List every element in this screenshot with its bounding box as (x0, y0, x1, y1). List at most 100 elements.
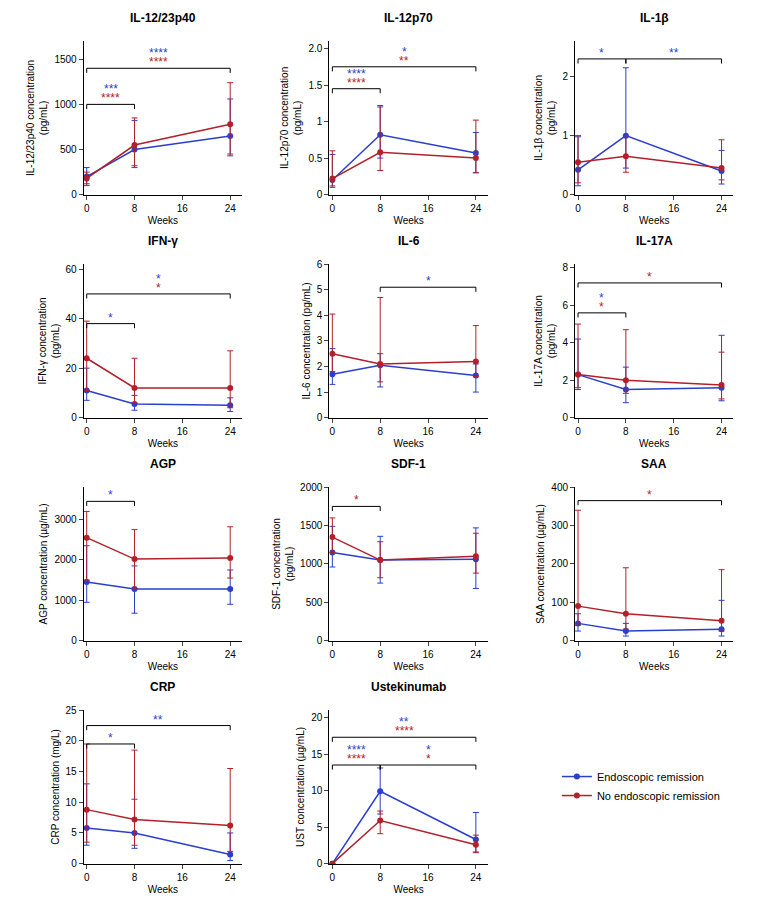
svg-text:IL-6: IL-6 (398, 234, 420, 248)
svg-text:24: 24 (225, 203, 237, 214)
svg-text:0: 0 (330, 203, 336, 214)
svg-text:*: * (156, 281, 161, 295)
svg-text:IL-17A concentration(pg/mL): IL-17A concentration(pg/mL) (533, 295, 557, 387)
svg-text:24: 24 (470, 872, 482, 883)
svg-text:100: 100 (551, 597, 568, 608)
svg-text:1000: 1000 (54, 595, 77, 606)
svg-text:20: 20 (66, 363, 78, 374)
svg-text:IL-1β concentration(pg/mL): IL-1β concentration(pg/mL) (533, 75, 557, 161)
svg-text:AGP: AGP (150, 457, 176, 471)
svg-text:IL-17A: IL-17A (636, 234, 673, 248)
svg-text:0.5: 0.5 (308, 153, 322, 164)
svg-text:0: 0 (71, 635, 77, 646)
svg-text:0: 0 (317, 189, 323, 200)
svg-text:****: **** (395, 724, 414, 738)
svg-text:Weeks: Weeks (639, 215, 669, 226)
svg-text:8: 8 (623, 426, 629, 437)
svg-text:5: 5 (317, 284, 323, 295)
svg-text:0: 0 (317, 412, 323, 423)
svg-text:24: 24 (716, 649, 728, 660)
svg-text:16: 16 (177, 872, 189, 883)
svg-text:Weeks: Weeks (639, 438, 669, 449)
svg-text:Weeks: Weeks (148, 438, 178, 449)
svg-text:****: **** (149, 46, 168, 60)
svg-text:500: 500 (306, 597, 323, 608)
svg-text:UST concentration (µg/mL): UST concentration (µg/mL) (295, 727, 306, 847)
svg-text:400: 400 (551, 482, 568, 493)
svg-text:2: 2 (317, 361, 323, 372)
svg-text:8: 8 (132, 426, 138, 437)
svg-text:8: 8 (132, 649, 138, 660)
svg-text:0: 0 (562, 189, 568, 200)
svg-text:5: 5 (71, 827, 77, 838)
svg-text:8: 8 (132, 203, 138, 214)
svg-text:0: 0 (317, 858, 323, 869)
svg-text:8: 8 (377, 649, 383, 660)
svg-text:16: 16 (422, 649, 434, 660)
svg-text:0: 0 (71, 189, 77, 200)
svg-text:0: 0 (71, 412, 77, 423)
svg-text:*: * (156, 272, 161, 286)
svg-text:Weeks: Weeks (393, 215, 423, 226)
svg-text:*: * (108, 311, 113, 325)
svg-text:6: 6 (562, 300, 568, 311)
svg-text:*: * (426, 752, 431, 766)
svg-text:0: 0 (562, 635, 568, 646)
svg-text:15: 15 (66, 766, 78, 777)
svg-text:****: **** (347, 76, 366, 90)
svg-text:SAA concentration (µg/mL): SAA concentration (µg/mL) (535, 504, 546, 624)
svg-text:IL-12/23p40 concentration(pg/m: IL-12/23p40 concentration(pg/mL) (25, 60, 49, 176)
svg-text:24: 24 (225, 872, 237, 883)
svg-text:CRP concentration (mg/L): CRP concentration (mg/L) (50, 729, 61, 844)
svg-text:*: * (647, 270, 652, 284)
svg-text:1500: 1500 (300, 520, 323, 531)
svg-text:4: 4 (562, 337, 568, 348)
svg-text:0: 0 (330, 649, 336, 660)
svg-text:8: 8 (377, 872, 383, 883)
svg-text:0: 0 (562, 412, 568, 423)
svg-text:Weeks: Weeks (393, 438, 423, 449)
svg-text:8: 8 (377, 426, 383, 437)
svg-text:0: 0 (317, 635, 323, 646)
svg-text:IL-12p70 concentration(pg/mL): IL-12p70 concentration(pg/mL) (279, 67, 303, 169)
svg-text:**: ** (153, 713, 163, 727)
svg-text:0: 0 (84, 203, 90, 214)
svg-text:Endoscopic remission: Endoscopic remission (597, 771, 704, 783)
svg-text:0: 0 (575, 426, 581, 437)
svg-text:*: * (599, 291, 604, 305)
svg-text:*: * (108, 731, 113, 745)
svg-text:**: ** (399, 54, 409, 68)
svg-text:10: 10 (66, 797, 78, 808)
svg-text:16: 16 (422, 203, 434, 214)
svg-text:1000: 1000 (300, 558, 323, 569)
svg-text:0: 0 (575, 649, 581, 660)
svg-text:****: **** (149, 55, 168, 69)
svg-text:24: 24 (716, 426, 728, 437)
svg-text:*: * (402, 45, 407, 59)
svg-text:AGP concentration (µg/mL): AGP concentration (µg/mL) (38, 503, 49, 624)
svg-text:24: 24 (470, 426, 482, 437)
svg-text:SAA: SAA (641, 457, 667, 471)
svg-text:Weeks: Weeks (393, 884, 423, 895)
svg-text:16: 16 (177, 649, 189, 660)
svg-text:20: 20 (66, 735, 78, 746)
svg-text:IL-12/23p40: IL-12/23p40 (130, 11, 196, 25)
svg-text:2000: 2000 (300, 482, 323, 493)
svg-text:1500: 1500 (54, 54, 77, 65)
svg-text:0: 0 (575, 203, 581, 214)
svg-text:24: 24 (716, 203, 728, 214)
svg-text:IFN-γ concentration(pg/mL): IFN-γ concentration(pg/mL) (37, 297, 61, 384)
svg-text:60: 60 (66, 264, 78, 275)
svg-text:5: 5 (317, 822, 323, 833)
svg-text:1: 1 (317, 116, 323, 127)
svg-text:3000: 3000 (54, 514, 77, 525)
svg-text:15: 15 (311, 749, 323, 760)
svg-text:*: * (599, 300, 604, 314)
svg-text:8: 8 (623, 649, 629, 660)
svg-text:*: * (354, 493, 359, 507)
svg-text:0: 0 (330, 426, 336, 437)
svg-text:24: 24 (225, 426, 237, 437)
svg-text:8: 8 (562, 262, 568, 273)
svg-text:IL-1β: IL-1β (640, 11, 669, 25)
svg-text:No endoscopic remission: No endoscopic remission (597, 790, 720, 802)
